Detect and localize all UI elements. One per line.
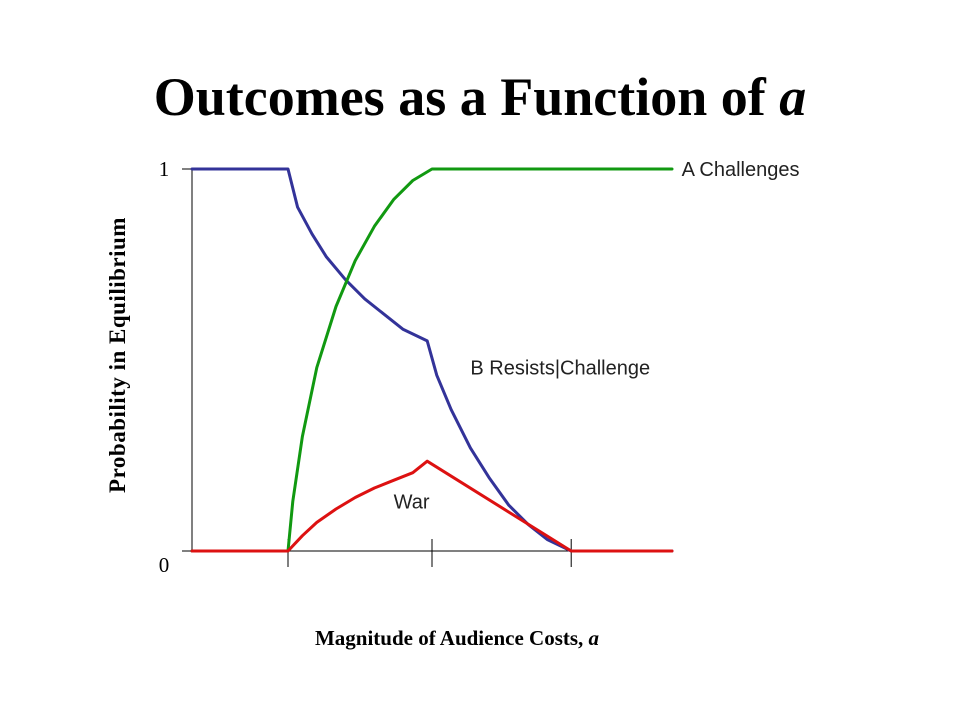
- y-axis-label: Probability in Equilibrium: [105, 217, 130, 493]
- x-axis-label-variable: a: [589, 626, 600, 650]
- x-axis-label-text: Magnitude of Audience Costs,: [315, 626, 589, 650]
- series-layer: [190, 167, 674, 553]
- series-label-b-resists-challenge: B Resists|Challenge: [470, 358, 650, 380]
- y-tick-label: 0: [159, 553, 170, 577]
- series-label-a-challenges: A Challenges: [682, 159, 800, 181]
- series-line-a-challenges: [190, 167, 674, 553]
- y-tick-label: 1: [159, 157, 170, 181]
- series-label-war: War: [394, 491, 430, 513]
- series-line-war: [190, 459, 674, 553]
- chart-title-variable: a: [779, 67, 806, 127]
- labels-layer: A Challenges B Resists|Challenge War: [394, 159, 800, 513]
- chart-title: Outcomes as a Function of a: [154, 67, 806, 127]
- x-axis-label: Magnitude of Audience Costs, a: [315, 626, 599, 650]
- chart-title-text: Outcomes as a Function of: [154, 67, 779, 127]
